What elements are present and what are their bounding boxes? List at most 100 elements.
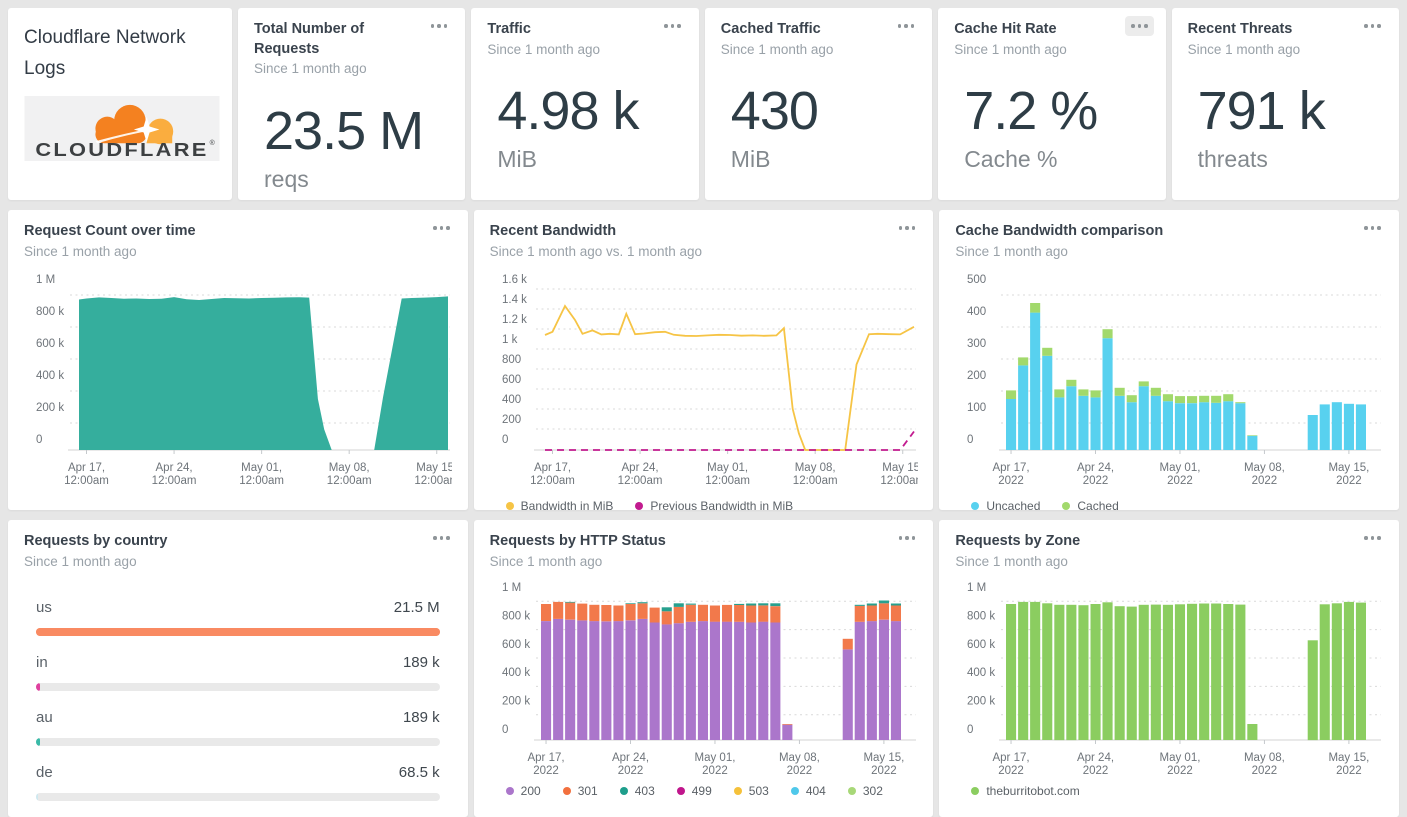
svg-text:200 k: 200 k <box>502 696 530 708</box>
svg-text:May 15,: May 15, <box>1329 752 1370 764</box>
country-bar-fill <box>36 683 41 692</box>
legend-item[interactable]: 499 <box>676 784 712 799</box>
country-label: de <box>36 764 53 782</box>
panel-recent-threats: Recent Threats Since 1 month ago 791 k t… <box>1171 8 1399 200</box>
panel-subtitle: Since 1 month ago <box>24 243 137 259</box>
ellipsis-icon <box>904 24 908 28</box>
country-value: 21.5 M <box>393 599 440 617</box>
legend-item[interactable]: Previous Bandwidth in MiB <box>635 499 793 510</box>
svg-text:400: 400 <box>967 306 986 318</box>
svg-text:12:00am: 12:00am <box>792 475 837 487</box>
panel-menu-button[interactable] <box>427 528 456 548</box>
svg-text:May 08,: May 08, <box>779 752 820 764</box>
panel-menu-button[interactable] <box>425 16 454 36</box>
svg-text:May 08,: May 08, <box>329 462 370 474</box>
ellipsis-icon <box>1364 226 1368 230</box>
legend-item[interactable]: 404 <box>790 784 826 798</box>
legend-label: 301 <box>577 784 598 799</box>
legend-dot-icon <box>635 502 644 510</box>
legend-label: Previous Bandwidth in MiB <box>650 499 794 510</box>
panel-menu-button[interactable] <box>1358 528 1387 548</box>
panel-menu-button[interactable] <box>893 218 922 238</box>
panel-title: Requests by country <box>24 533 168 549</box>
ellipsis-icon <box>1364 24 1368 28</box>
cache-bandwidth-chart: 500 400 300 200 100 0 Apr 17, 2022 Apr 24, 2022 Ma… <box>955 267 1383 497</box>
ellipsis-icon <box>1377 24 1381 28</box>
country-row: us 21.5 M <box>24 599 452 637</box>
stat-value: 23.5 M <box>264 101 424 162</box>
legend-label: 200 <box>520 784 541 799</box>
legend-item[interactable]: 302 <box>847 784 883 798</box>
stat-value: 4.98 k <box>497 81 639 142</box>
svg-text:12:00am: 12:00am <box>64 475 109 487</box>
panel-title: Cache Hit Rate <box>954 21 1057 37</box>
svg-text:Apr 24,: Apr 24, <box>621 462 658 474</box>
panel-cache-hit-rate: Cache Hit Rate Since 1 month ago 7.2 % C… <box>938 8 1166 200</box>
svg-text:12:00am: 12:00am <box>152 475 197 487</box>
country-bar-fill <box>36 793 39 802</box>
country-row: in 189 k <box>24 654 452 692</box>
panel-menu-button[interactable] <box>427 218 456 238</box>
legend-label: 499 <box>691 784 712 799</box>
panel-menu-button[interactable] <box>658 16 687 36</box>
legend-item[interactable]: Cached <box>1062 499 1119 510</box>
svg-text:May 08,: May 08, <box>1244 462 1285 474</box>
legend-item[interactable]: 200 <box>505 784 541 799</box>
panel-menu-button[interactable] <box>1358 16 1387 36</box>
svg-text:12:00am: 12:00am <box>880 475 918 487</box>
panel-subtitle: Since 1 month ago <box>487 41 600 57</box>
legend-dot-icon <box>619 787 628 796</box>
svg-text:300: 300 <box>967 338 986 350</box>
panel-subtitle: Since 1 month ago <box>955 553 1068 569</box>
ellipsis-icon <box>439 536 444 540</box>
panel-menu-button[interactable] <box>893 528 922 548</box>
bottom-row: Requests by country Since 1 month ago us… <box>8 520 1399 817</box>
ellipsis-icon <box>910 24 915 28</box>
ellipsis-icon <box>1370 536 1375 540</box>
panel-subtitle: Since 1 month ago <box>254 61 367 77</box>
country-label: in <box>36 654 48 672</box>
svg-text:May 08,: May 08, <box>794 462 835 474</box>
ellipsis-icon <box>1370 226 1375 230</box>
ellipsis-icon <box>1364 536 1368 540</box>
ellipsis-icon <box>1131 24 1135 28</box>
legend-label: theburritobot.com <box>986 784 1080 799</box>
panel-menu-button[interactable] <box>1358 218 1387 238</box>
legend-label: Cached <box>1077 499 1119 510</box>
svg-text:1.4 k: 1.4 k <box>502 294 527 306</box>
svg-text:800: 800 <box>502 354 521 366</box>
svg-text:600 k: 600 k <box>36 338 64 350</box>
svg-text:600 k: 600 k <box>967 639 995 651</box>
request-count-chart: 1 M 800 k 600 k 400 k 200 k 0 Apr 17, 12:00am Ap… <box>24 267 452 497</box>
country-bar-track <box>36 683 440 692</box>
legend-label: Bandwidth in MiB <box>520 499 614 510</box>
chart-legend: Uncached Cached <box>955 499 1383 510</box>
legend-item[interactable]: Bandwidth in MiB <box>505 499 614 510</box>
panel-requests-by-zone: Requests by Zone Since 1 month ago 1 M 80… <box>939 520 1399 817</box>
ellipsis-icon <box>905 226 909 230</box>
svg-text:200: 200 <box>967 370 986 382</box>
ellipsis-icon <box>664 24 668 28</box>
legend-item[interactable]: 503 <box>733 784 769 798</box>
http-status-chart: 1 M 800 k 600 k 400 k 200 k 0 Apr 17, 2022 Apr 2… <box>490 577 918 782</box>
stat-value: 430 <box>730 81 819 142</box>
svg-text:2022: 2022 <box>1336 475 1362 487</box>
legend-label: Uncached <box>986 499 1041 510</box>
panel-title: Cached Traffic <box>720 21 821 37</box>
ellipsis-icon <box>446 226 450 230</box>
panel-menu-button[interactable] <box>1125 16 1154 36</box>
svg-text:0: 0 <box>967 724 973 736</box>
svg-text:0: 0 <box>36 434 42 446</box>
legend-dot-icon <box>676 787 685 796</box>
country-bar-track <box>36 738 440 747</box>
panel-dashboard-header: Cloudflare Network Logs CLOUDFLARE ® <box>8 8 232 200</box>
legend-item[interactable]: Uncached <box>971 499 1040 510</box>
panel-title: Total Number of Requests <box>254 21 365 57</box>
legend-item[interactable]: 301 <box>562 784 598 799</box>
top-row: Cloudflare Network Logs CLOUDFLARE ® Tot… <box>8 8 1399 200</box>
legend-item[interactable]: 403 <box>619 784 655 798</box>
panel-menu-button[interactable] <box>892 16 921 36</box>
legend-item[interactable]: theburritobot.com <box>971 784 1080 799</box>
